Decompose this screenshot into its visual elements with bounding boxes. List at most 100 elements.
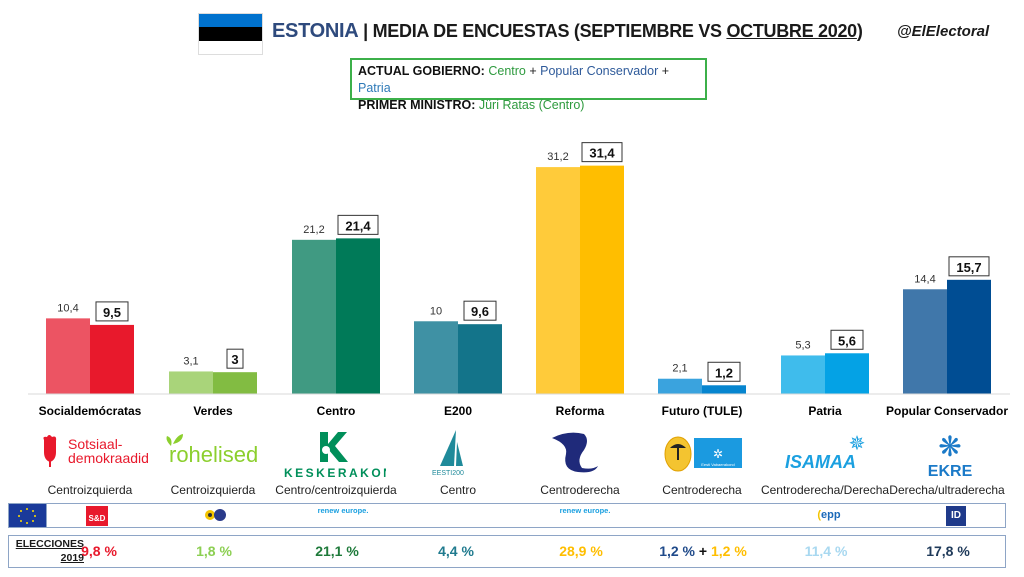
bar-sep-1 bbox=[169, 371, 213, 394]
government-parties: Centro + Popular Conservador + Patria bbox=[358, 64, 669, 95]
data-label-box-oct-4 bbox=[581, 142, 623, 163]
bar-sep-3 bbox=[414, 321, 458, 394]
svg-text:❋: ❋ bbox=[938, 430, 961, 463]
epp-group-logo: (epp bbox=[817, 509, 840, 521]
ideology-label-0: Centroizquierda bbox=[47, 483, 133, 497]
flag-stripe-blue bbox=[199, 14, 262, 28]
result-2019-3: 4,4 % bbox=[438, 543, 474, 559]
data-label-sep-1: 3,1 bbox=[183, 355, 198, 367]
data-label-oct-7: 15,7 bbox=[956, 260, 981, 275]
government-box: ACTUAL GOBIERNO: Centro + Popular Conser… bbox=[350, 58, 707, 112]
bar-sep-4 bbox=[536, 167, 580, 394]
ideology-label-7: Derecha/ultraderecha bbox=[889, 483, 1005, 497]
data-label-sep-5: 2,1 bbox=[672, 363, 687, 375]
ideology-label-2: Centro/centroizquierda bbox=[275, 483, 397, 497]
prime-minister-line: PRIMER MINISTRO: Jüri Ratas (Centro) bbox=[358, 97, 699, 114]
category-label-5: Futuro (TULE) bbox=[662, 404, 743, 418]
bar-sep-0 bbox=[46, 318, 90, 394]
flag-stripe-white bbox=[199, 40, 262, 54]
tule-tree-icon: ✲ Eesti Vabaerakond bbox=[664, 436, 742, 472]
data-label-sep-3: 10 bbox=[430, 305, 442, 317]
svg-text:✲: ✲ bbox=[713, 447, 723, 461]
title-subtitle-prefix: MEDIA DE ENCUESTAS (SEPTIEMBRE VS bbox=[372, 21, 727, 41]
renew-europe-group-logo-centro: renew europe. bbox=[317, 506, 369, 515]
data-label-box-oct-1 bbox=[226, 348, 244, 369]
svg-text:EKRE: EKRE bbox=[928, 463, 972, 478]
bar-oct-3 bbox=[458, 324, 502, 394]
prime-minister-name: Jüri Ratas (Centro) bbox=[478, 98, 585, 112]
data-label-oct-3: 9,6 bbox=[471, 304, 489, 319]
category-label-6: Patria bbox=[808, 404, 842, 418]
svg-text:EESTI200: EESTI200 bbox=[432, 470, 464, 477]
title-separator: | bbox=[363, 21, 368, 41]
data-label-box-oct-6 bbox=[830, 329, 864, 350]
leaf-icon: rohelised bbox=[166, 434, 258, 467]
bar-oct-5 bbox=[702, 385, 746, 394]
squirrel-icon bbox=[552, 432, 598, 473]
renew-europe-group-logo-reforma: renew europe. bbox=[559, 506, 611, 515]
data-label-oct-2: 21,4 bbox=[345, 218, 371, 233]
bar-sep-7 bbox=[903, 289, 947, 394]
prime-minister-label: PRIMER MINISTRO: bbox=[358, 98, 476, 112]
data-label-sep-0: 10,4 bbox=[57, 302, 78, 314]
category-label-2: Centro bbox=[317, 404, 356, 418]
data-label-box-oct-5 bbox=[707, 361, 741, 382]
data-label-oct-5: 1,2 bbox=[715, 365, 733, 380]
ideology-label-4: Centroderecha bbox=[540, 483, 620, 497]
svg-text:✵: ✵ bbox=[849, 432, 866, 455]
bar-oct-4 bbox=[580, 165, 624, 394]
epp-heart-icon: ( bbox=[817, 509, 822, 521]
data-label-sep-4: 31,2 bbox=[547, 151, 568, 163]
bar-chart: 10,4 9,5 3,1 3 21,2 21,4 10 9,6 31,2 31,4 2,1 1,2 5,… bbox=[28, 142, 1010, 418]
bar-oct-7 bbox=[947, 279, 991, 394]
government-party-4: Patria bbox=[358, 81, 391, 95]
ideology-label-1: Centroizquierda bbox=[170, 483, 256, 497]
elections-2019-label: ELECCIONES 2019 bbox=[12, 537, 84, 565]
bar-oct-1 bbox=[213, 372, 257, 394]
category-label-0: Socialdemócratas bbox=[39, 404, 142, 418]
eesti200-logo: EESTI200 bbox=[430, 428, 470, 480]
data-label-box-oct-2 bbox=[337, 214, 379, 235]
svg-text:Eesti Vabaerakond: Eesti Vabaerakond bbox=[701, 462, 735, 467]
svg-text:demokraadid: demokraadid bbox=[68, 450, 149, 466]
data-label-box-oct-7 bbox=[948, 256, 990, 277]
government-party-1: + bbox=[525, 64, 541, 78]
bar-sep-6 bbox=[781, 355, 825, 394]
svg-text:rohelised: rohelised bbox=[169, 442, 258, 467]
data-label-oct-1: 3 bbox=[231, 352, 238, 367]
svg-text:ISAMAA: ISAMAA bbox=[785, 452, 856, 472]
eu-groups-row: S&D renew europe. renew europe. (epp ID bbox=[8, 503, 1006, 528]
data-label-sep-2: 21,2 bbox=[303, 224, 324, 236]
government-party-2: Popular Conservador bbox=[540, 64, 659, 78]
greens-efa-group-logo bbox=[203, 508, 227, 527]
title-subtitle-suffix: ) bbox=[856, 21, 863, 41]
svg-text:KESKERAKOND: KESKERAKOND bbox=[284, 466, 386, 480]
eu-flag-divider bbox=[46, 504, 47, 527]
category-label-3: E200 bbox=[444, 404, 472, 418]
ideology-label-3: Centro bbox=[439, 483, 477, 497]
bar-sep-2 bbox=[292, 239, 336, 394]
data-label-oct-0: 9,5 bbox=[103, 305, 121, 320]
data-label-oct-6: 5,6 bbox=[838, 333, 856, 348]
ekre-logo: ❋ EKRE bbox=[928, 430, 973, 480]
result-2019-1: 1,8 % bbox=[196, 543, 232, 559]
title-subtitle-underlined: OCTUBRE 2020 bbox=[726, 21, 857, 41]
epp-label: epp bbox=[821, 509, 841, 521]
ideology-label-6: Centroderecha/Derecha bbox=[760, 483, 890, 497]
result-2019-4: 28,9 % bbox=[559, 543, 603, 559]
bar-oct-2 bbox=[336, 238, 380, 394]
category-label-7: Popular Conservador bbox=[886, 404, 1008, 418]
isamaa-logo: ISAMAA ✵ bbox=[783, 431, 875, 472]
rohelised-logo: rohelised bbox=[163, 432, 273, 468]
data-label-box-oct-0 bbox=[95, 301, 129, 322]
result-2019-6: 11,4 % bbox=[804, 543, 848, 559]
government-line: ACTUAL GOBIERNO: Centro + Popular Conser… bbox=[358, 63, 699, 97]
data-label-oct-4: 31,4 bbox=[589, 146, 615, 161]
government-party-3: + bbox=[658, 64, 670, 78]
title-country: ESTONIA bbox=[272, 20, 359, 42]
keskerakond-logo: KESKERAKOND bbox=[282, 430, 403, 482]
result-2019-0: 9,8 % bbox=[81, 543, 117, 559]
keskerakond-k-icon: KESKERAKOND bbox=[284, 432, 403, 480]
data-label-sep-7: 14,4 bbox=[914, 273, 935, 285]
data-label-box-oct-3 bbox=[463, 300, 497, 321]
